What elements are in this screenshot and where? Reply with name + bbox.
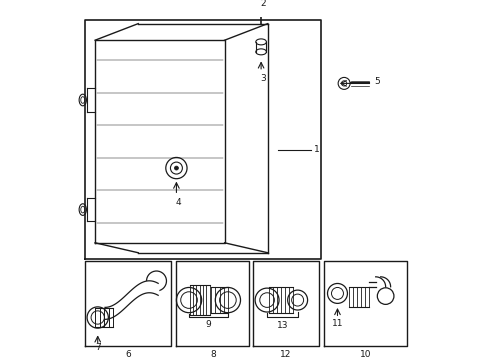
Text: 10: 10: [359, 350, 371, 359]
Text: 11: 11: [332, 319, 343, 328]
Text: 12: 12: [280, 350, 291, 359]
Text: 4: 4: [175, 198, 181, 207]
Text: 13: 13: [276, 321, 287, 330]
Circle shape: [174, 166, 178, 170]
Text: 9: 9: [205, 320, 211, 329]
Text: 3: 3: [259, 74, 265, 83]
Text: 6: 6: [125, 350, 131, 359]
Text: 8: 8: [210, 350, 215, 359]
Text: 5: 5: [373, 77, 379, 86]
Text: 1: 1: [314, 145, 319, 154]
Text: 2: 2: [260, 0, 265, 8]
Text: 7: 7: [95, 343, 101, 352]
